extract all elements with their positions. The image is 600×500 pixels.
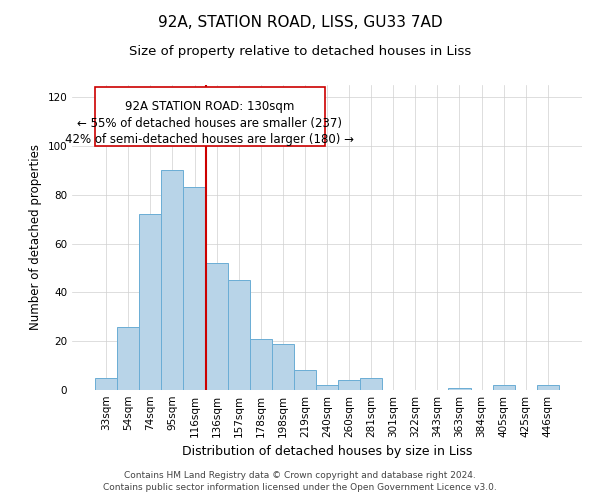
Text: 92A STATION ROAD: 130sqm: 92A STATION ROAD: 130sqm	[125, 100, 295, 114]
Bar	[95, 88, 325, 146]
Bar	[537, 385, 559, 390]
Bar	[206, 263, 227, 390]
Bar	[184, 188, 206, 390]
Bar	[95, 378, 117, 390]
Text: Size of property relative to detached houses in Liss: Size of property relative to detached ho…	[129, 45, 471, 58]
X-axis label: Distribution of detached houses by size in Liss: Distribution of detached houses by size …	[182, 446, 472, 458]
Bar	[316, 385, 338, 390]
Y-axis label: Number of detached properties: Number of detached properties	[29, 144, 42, 330]
Bar	[161, 170, 184, 390]
Text: 42% of semi-detached houses are larger (180) →: 42% of semi-detached houses are larger (…	[65, 133, 355, 146]
Bar	[338, 380, 360, 390]
Bar	[139, 214, 161, 390]
Bar	[448, 388, 470, 390]
Bar	[250, 339, 272, 390]
Bar	[227, 280, 250, 390]
Text: 92A, STATION ROAD, LISS, GU33 7AD: 92A, STATION ROAD, LISS, GU33 7AD	[158, 15, 442, 30]
Bar	[294, 370, 316, 390]
Text: Contains HM Land Registry data © Crown copyright and database right 2024.
Contai: Contains HM Land Registry data © Crown c…	[103, 471, 497, 492]
Bar	[272, 344, 294, 390]
Text: ← 55% of detached houses are smaller (237): ← 55% of detached houses are smaller (23…	[77, 116, 343, 130]
Bar	[360, 378, 382, 390]
Bar	[117, 326, 139, 390]
Bar	[493, 385, 515, 390]
